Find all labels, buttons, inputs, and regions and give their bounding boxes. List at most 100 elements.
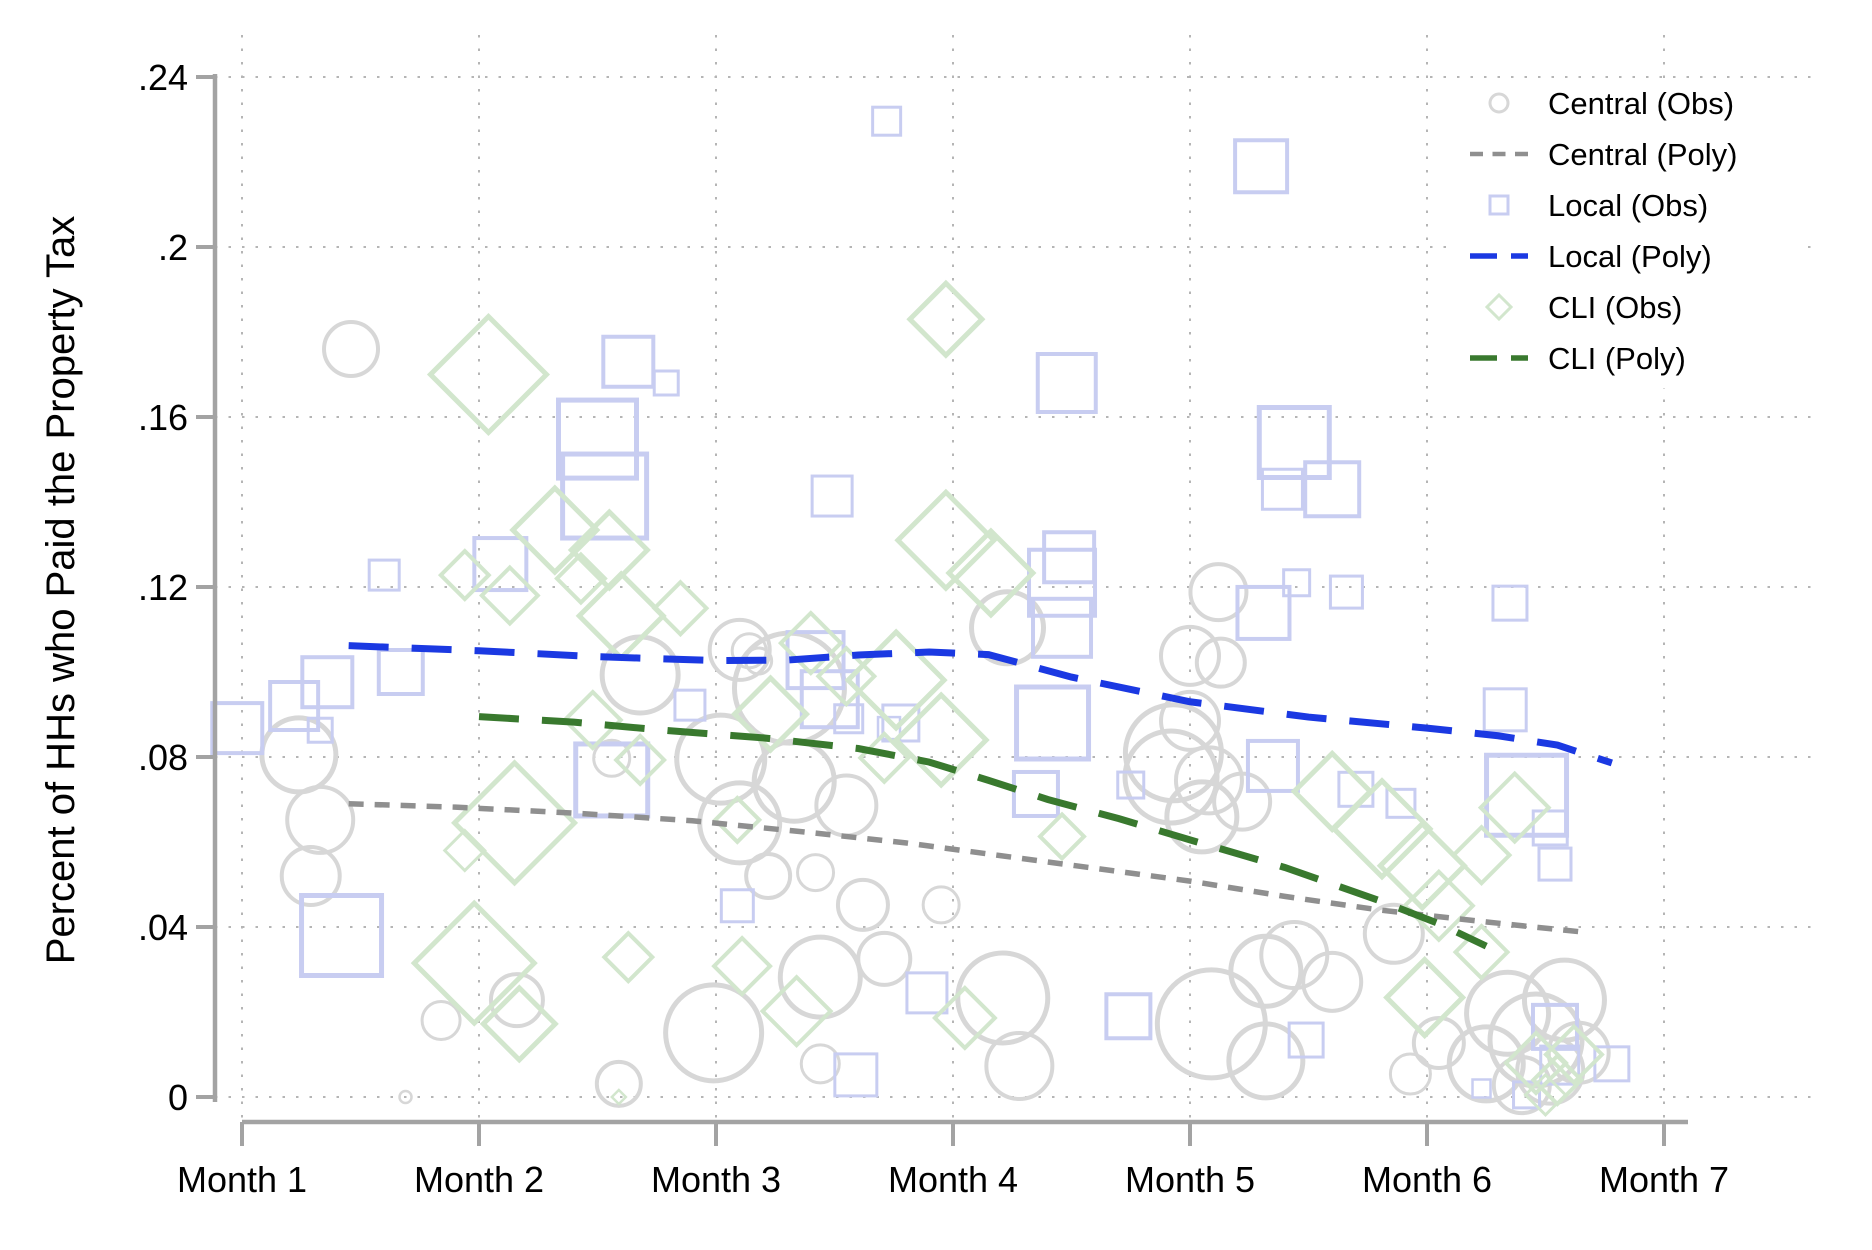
diamond-obs-marker [451,759,579,887]
poly-fit-lines [348,642,1613,950]
square-obs-marker [300,655,355,710]
diamond-obs-marker [1503,1030,1569,1096]
circle-obs-marker [594,1059,643,1108]
circle-obs-marker [488,972,545,1029]
square-obs-marker [1491,584,1529,622]
square-obs-marker [299,893,385,978]
diamond-obs-marker [1450,824,1513,887]
diamond-obs-marker [410,899,538,1027]
legend-label: Central (Poly) [1548,137,1738,172]
diamond-obs-marker [1376,820,1468,912]
square-obs-marker [1484,752,1570,838]
circle-obs-marker [398,1089,413,1105]
local-poly--line [348,642,1613,767]
square-obs-marker [1116,770,1146,800]
y-tick-label: .12 [138,567,188,608]
circle-obs-marker [744,852,793,900]
square-obs-marker [785,630,846,691]
circle-obs-marker [1173,745,1244,816]
y-tick-label: .24 [138,57,188,98]
square-obs-marker [556,397,639,481]
diamond-obs-marker [892,691,990,789]
circle-obs-marker [1159,689,1221,752]
square-obs-marker [1282,568,1312,598]
square-obs-marker [1303,460,1362,519]
circle-obs-marker [285,784,356,855]
diamond-obs-marker [815,645,878,708]
square-obs-marker [1482,687,1528,733]
square-obs-marker [1287,1021,1325,1059]
circle-obs-marker [279,845,342,907]
diamond-obs-marker [651,579,710,638]
diamond-obs-marker [711,935,773,997]
diamond-obs-marker [1290,749,1374,833]
x-tick-label: Month 2 [414,1159,544,1200]
circle-obs-marker [1154,967,1268,1081]
square-obs-marker [306,716,334,744]
square-obs-marker [1471,1078,1492,1099]
diamond-obs-marker [601,930,656,985]
diamond-obs-marker [1523,1072,1568,1118]
circle-obs-marker [1362,902,1425,965]
circle-obs-marker [1446,1024,1526,1104]
y-tick-label: 0 [168,1077,188,1118]
legend-label: Central (Obs) [1548,86,1734,121]
square-obs-marker [472,536,529,593]
circle-obs-marker [1122,728,1220,826]
x-tick-label: Month 3 [651,1159,781,1200]
circle-obs-marker [1301,950,1364,1013]
legend-entry: CLI (Poly) [1470,341,1686,376]
circle-obs-marker [835,877,890,932]
square-obs-marker [1235,584,1292,641]
square-obs-marker [833,703,865,735]
x-tick-label: Month 1 [177,1159,307,1200]
square-obs-marker [1328,574,1364,610]
cli-obs--series [410,279,1605,1118]
square-obs-marker [881,703,921,743]
square-obs-marker [601,334,656,389]
diamond-obs-marker [1330,777,1434,881]
diamond-obs-marker [561,689,624,751]
circle-obs-marker [1194,636,1247,689]
square-obs-marker [1011,769,1060,818]
diamond-obs-marker [1543,1023,1605,1086]
central-obs--series [259,320,1611,1116]
cli-poly--line [478,713,1488,950]
square-obs-marker [673,688,707,722]
square-obs-marker [1260,467,1304,511]
diamond-obs-marker [479,984,559,1064]
square-obs-marker [652,369,680,397]
square-obs-marker [1256,405,1332,480]
legend: Central (Obs) Central (Poly) Local (Obs) Lo… [1450,80,1808,388]
square-obs-marker [1531,809,1569,847]
circle-obs-marker [663,982,765,1084]
square-obs-marker [1385,787,1417,819]
legend-label: Local (Obs) [1548,188,1708,223]
circle-obs-marker [799,1043,841,1085]
diamond-obs-marker [567,508,651,592]
circle-obs-marker [984,1030,1055,1101]
square-obs-marker [871,105,903,137]
tick-labels: 0 .04 .08 .12 .16 .2 .24 Month 1 Month 2 Month 3 M… [138,57,1729,1200]
square-obs-marker [210,701,265,756]
legend-square-marker-icon [1488,194,1510,216]
circle-obs-marker [674,712,768,806]
diamond-obs-marker [945,527,1037,619]
square-obs-marker [1031,596,1094,659]
circle-obs-marker [751,738,837,824]
circle-obs-marker [1388,1052,1432,1096]
square-obs-marker [1245,738,1300,793]
square-obs-marker [1027,547,1098,618]
diamond-obs-marker [894,488,998,592]
square-obs-marker [799,669,860,730]
circle-obs-marker [1226,1021,1306,1101]
legend-entry: Local (Obs) [1488,188,1708,223]
observation-markers [210,105,1631,1118]
diamond-obs-marker [1037,811,1087,862]
diamond-obs-marker [712,795,763,845]
x-tick-label: Month 4 [888,1159,1018,1200]
square-obs-marker [367,558,401,592]
legend-entry: Central (Poly) [1470,137,1738,172]
y-tick-label: .04 [138,907,188,948]
y-tick-label: .2 [158,227,188,268]
